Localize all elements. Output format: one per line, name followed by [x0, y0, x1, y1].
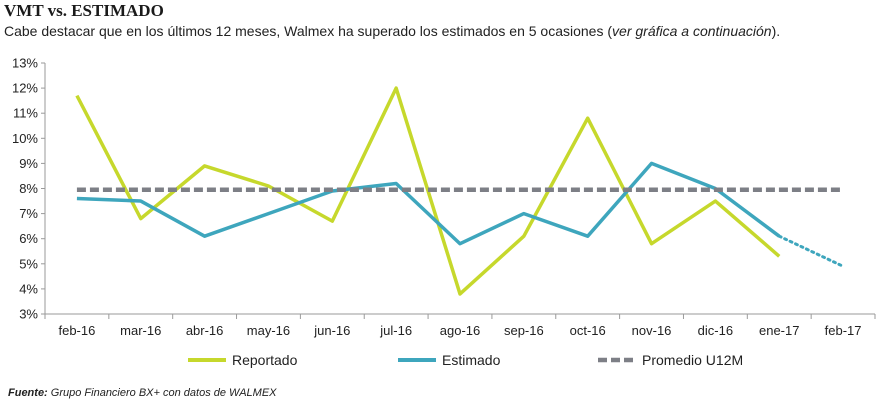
x-tick-label: mar-16: [120, 323, 161, 338]
line-chart: 3% 4% 5% 6% 7% 8% 9% 10% 11% 12% 13% feb-16 mar-16 ab…: [12, 56, 876, 368]
y-tick-label: 6%: [19, 231, 38, 246]
source-text: Grupo Financiero BX+ con datos de WALMEX: [47, 387, 277, 399]
x-tick-label: dic-16: [698, 323, 733, 338]
x-tick-label: feb-17: [825, 323, 862, 338]
legend-label: Promedio U12M: [642, 352, 743, 368]
x-tick-label: jun-16: [313, 323, 350, 338]
x-tick-label: feb-16: [58, 323, 95, 338]
y-tick-label: 5%: [19, 256, 38, 271]
y-tick-label: 12%: [12, 81, 38, 96]
subtitle-main: Cabe destacar que en los últimos 12 mese…: [4, 23, 613, 39]
chart-subtitle: Cabe destacar que en los últimos 12 mese…: [4, 23, 780, 39]
x-tick-label: sep-16: [504, 323, 544, 338]
y-tick-label: 8%: [19, 181, 38, 196]
subtitle-italic: ver gráfica a continuación: [612, 23, 772, 39]
y-tick-label: 4%: [19, 281, 38, 296]
y-tick-label: 9%: [19, 156, 38, 171]
legend-label: Reportado: [232, 352, 298, 368]
series-line-estimado-projection: [777, 234, 845, 268]
x-tick-label: nov-16: [632, 323, 672, 338]
y-tick-label: 11%: [13, 106, 38, 121]
y-tick-label: 13%: [12, 56, 38, 71]
x-tick-label: abr-16: [186, 323, 224, 338]
chart-axes: 3% 4% 5% 6% 7% 8% 9% 10% 11% 12% 13% feb-16 mar-16 ab…: [12, 56, 876, 338]
chart-source: Fuente: Grupo Financiero BX+ con datos d…: [8, 387, 277, 399]
chart-legend: Reportado Estimado Promedio U12M: [188, 352, 743, 368]
x-tick-label: may-16: [247, 323, 290, 338]
y-tick-label: 10%: [12, 131, 38, 146]
subtitle-end: ).: [771, 23, 781, 39]
series-line-estimado: [76, 161, 781, 246]
chart-series: [75, 86, 845, 296]
chart-title: VMT vs. ESTIMADO: [4, 1, 164, 20]
x-tick-label: ago-16: [440, 323, 480, 338]
x-tick-label: ene-17: [759, 323, 799, 338]
legend-label: Estimado: [442, 352, 501, 368]
y-tick-label: 7%: [19, 206, 38, 221]
y-tick-label: 3%: [19, 307, 38, 322]
source-label: Fuente:: [8, 387, 48, 399]
x-tick-label: jul-16: [379, 323, 412, 338]
x-tick-label: oct-16: [570, 323, 606, 338]
